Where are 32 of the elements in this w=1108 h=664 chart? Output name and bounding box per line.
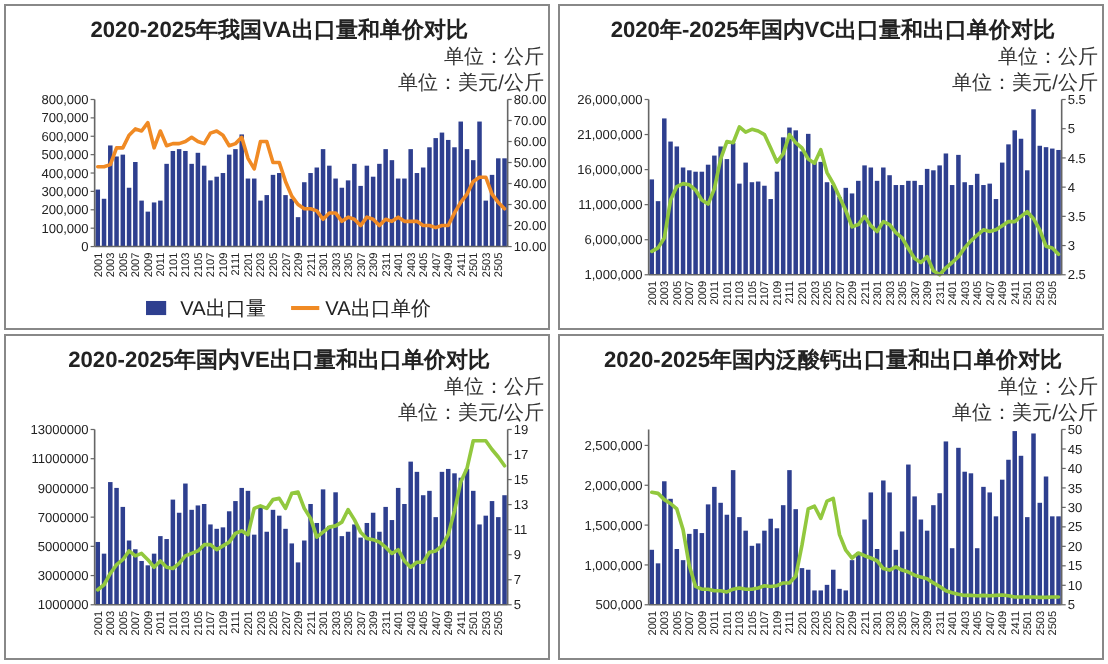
bar: [214, 176, 219, 247]
bar: [277, 173, 282, 247]
chart-title: 2020-2025年国内泛酸钙出口量和出口单价对比: [604, 347, 1062, 374]
chart-title: 2020年-2025年国内VC出口量和出口单价对比: [610, 17, 1056, 44]
text: 单位：公斤: [443, 45, 544, 70]
text: 单位：美元/公斤: [952, 401, 1098, 426]
chart-title: 2020-2025年国内VE出口量和出口单价对比: [68, 347, 490, 374]
bar: [433, 138, 438, 247]
bar: [383, 149, 388, 247]
line-series: [95, 120, 507, 230]
bar: [408, 149, 413, 247]
bar: [496, 158, 501, 247]
bar: [477, 121, 482, 247]
bar: [352, 163, 357, 247]
chart-title: 2020-2025年我国VA出口量和单价对比: [90, 17, 468, 44]
bar: [133, 162, 138, 247]
text: 单位：公斤: [997, 375, 1098, 400]
text: 单位：公斤: [997, 45, 1098, 70]
bar: [183, 150, 188, 247]
line-series: [95, 438, 507, 592]
text: 单位：美元/公斤: [398, 71, 544, 96]
bar: [108, 145, 113, 247]
bar: [308, 173, 313, 247]
text: 单位：美元/公斤: [952, 71, 1098, 96]
line-series: [649, 490, 1061, 600]
text: 单位：美元/公斤: [398, 401, 544, 426]
bar: [239, 134, 244, 247]
legend-label: VA出口量: [180, 297, 266, 322]
bar: [458, 121, 463, 247]
bar: [502, 158, 507, 247]
text: 单位：公斤: [443, 375, 544, 400]
legend-label: VA出口单价: [325, 297, 431, 322]
